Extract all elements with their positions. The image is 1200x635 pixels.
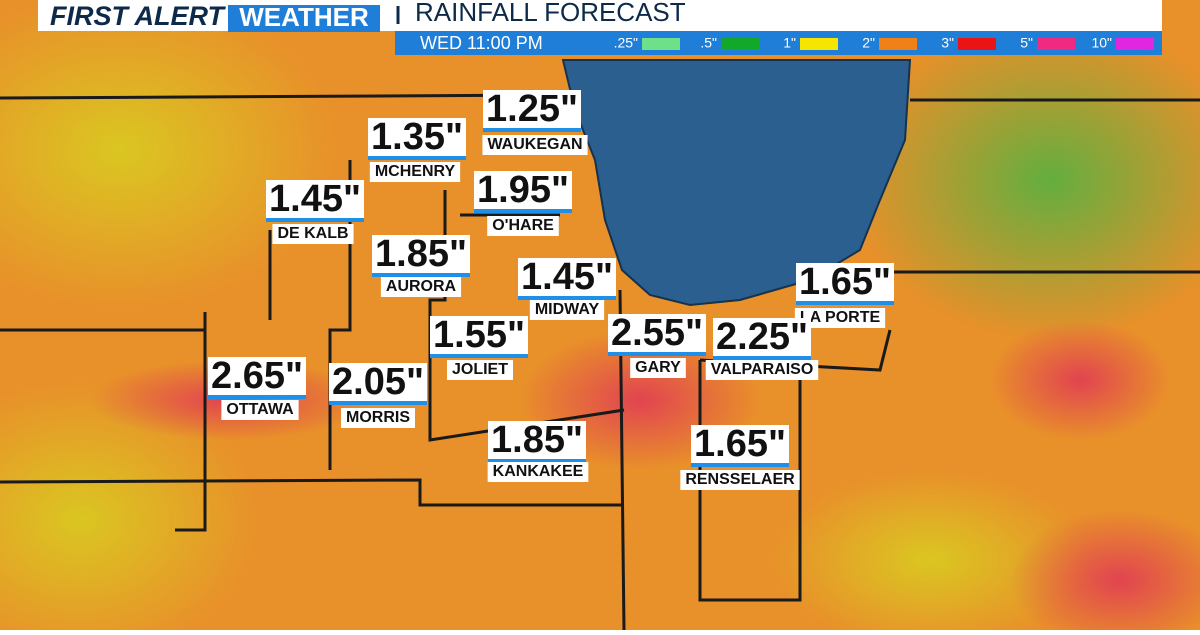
legend-swatch xyxy=(879,38,917,50)
amount: 1.85" xyxy=(375,233,467,275)
location-name: O'HARE xyxy=(492,217,554,234)
subheader-bar xyxy=(395,31,1162,55)
amount-underline xyxy=(266,218,364,222)
name-box xyxy=(341,408,415,428)
name-box xyxy=(221,400,299,420)
amount-underline xyxy=(608,352,706,356)
amount-underline xyxy=(796,301,894,305)
amount: 1.95" xyxy=(477,169,569,211)
brand-second: WEATHER xyxy=(239,2,369,32)
name-box xyxy=(630,358,686,378)
amount-box xyxy=(329,363,427,403)
name-box xyxy=(446,360,514,380)
amount-box xyxy=(372,235,470,275)
amount-underline xyxy=(518,296,616,300)
amount-underline xyxy=(691,463,789,467)
amount: 1.65" xyxy=(694,423,786,465)
locations: 1.25" WAUKEGAN 1.35" MCHENRY 1.45" DE KALB 1.9… xyxy=(208,88,894,490)
amount-underline xyxy=(208,395,306,399)
amount: 2.65" xyxy=(211,355,303,397)
location-name: VALPARAISO xyxy=(711,361,814,378)
amount-box xyxy=(713,318,811,358)
location-name: KANKAKEE xyxy=(493,463,584,480)
legend-swatch xyxy=(642,38,680,50)
legend-label: 5" xyxy=(1020,35,1033,51)
amount-box xyxy=(691,425,789,465)
amount-box xyxy=(474,171,572,211)
location-name: RENSSELAER xyxy=(685,471,795,488)
amount-underline xyxy=(329,401,427,405)
location-name: GARY xyxy=(635,359,681,376)
amount: 1.85" xyxy=(491,419,583,461)
name-box xyxy=(487,462,589,482)
legend-swatch xyxy=(1037,38,1075,50)
brand-box xyxy=(228,5,380,32)
amount: 1.55" xyxy=(433,314,525,356)
location-name: MCHENRY xyxy=(375,163,456,180)
amount-underline xyxy=(488,459,586,463)
amount: 1.35" xyxy=(371,116,463,158)
legend-label: .25" xyxy=(614,35,638,51)
brand-first: FIRST ALERT xyxy=(50,1,227,31)
amount: 1.45" xyxy=(269,178,361,220)
amount: 2.25" xyxy=(716,316,808,358)
name-box xyxy=(680,470,800,490)
amount-box xyxy=(266,180,364,220)
time: WED 11:00 PM xyxy=(420,33,543,53)
amount-underline xyxy=(372,273,470,277)
legend-swatch xyxy=(721,38,759,50)
name-box xyxy=(705,360,819,380)
location-name: MIDWAY xyxy=(535,301,600,318)
location-name: OTTAWA xyxy=(226,401,294,418)
location-name: WAUKEGAN xyxy=(487,136,582,153)
name-box xyxy=(482,135,588,155)
amount-underline xyxy=(474,209,572,213)
legend-label: .5" xyxy=(700,35,717,51)
legend-label: 1" xyxy=(783,35,796,51)
location-name: LA PORTE xyxy=(800,309,881,326)
title: RAINFALL FORECAST xyxy=(415,0,686,27)
location-name: DE KALB xyxy=(277,225,348,242)
legend-swatch xyxy=(958,38,996,50)
name-box xyxy=(794,308,886,328)
name-box xyxy=(369,162,461,182)
legend: .25" .5" 1" 2" 3" 5" 10" xyxy=(614,35,1154,51)
amount-box xyxy=(208,357,306,397)
legend-label: 3" xyxy=(941,35,954,51)
amount-box xyxy=(488,421,586,461)
amount: 2.05" xyxy=(332,361,424,403)
location-name: JOLIET xyxy=(452,361,508,378)
amount-underline xyxy=(483,128,581,132)
name-box xyxy=(487,216,559,236)
amount-underline xyxy=(368,156,466,160)
amount-box xyxy=(518,258,616,298)
amount: 1.25" xyxy=(486,88,578,130)
legend-swatch xyxy=(800,38,838,50)
name-box xyxy=(272,224,354,244)
amount-box xyxy=(796,263,894,303)
amount-box xyxy=(368,118,466,158)
name-box xyxy=(529,300,605,320)
amount-box xyxy=(430,316,528,356)
header-bar xyxy=(38,0,1162,31)
amount: 1.65" xyxy=(799,261,891,303)
lake-michigan xyxy=(561,59,912,307)
location-name: MORRIS xyxy=(346,409,410,426)
legend-swatch xyxy=(1116,38,1154,50)
amount-underline xyxy=(430,354,528,358)
amount-box xyxy=(608,314,706,354)
amount-underline xyxy=(713,356,811,360)
amount-box xyxy=(483,90,581,130)
amount: 1.45" xyxy=(521,256,613,298)
legend-label: 10" xyxy=(1091,35,1112,51)
name-box xyxy=(380,277,462,297)
legend-label: 2" xyxy=(862,35,875,51)
location-name: AURORA xyxy=(386,278,457,295)
amount: 2.55" xyxy=(611,312,703,354)
